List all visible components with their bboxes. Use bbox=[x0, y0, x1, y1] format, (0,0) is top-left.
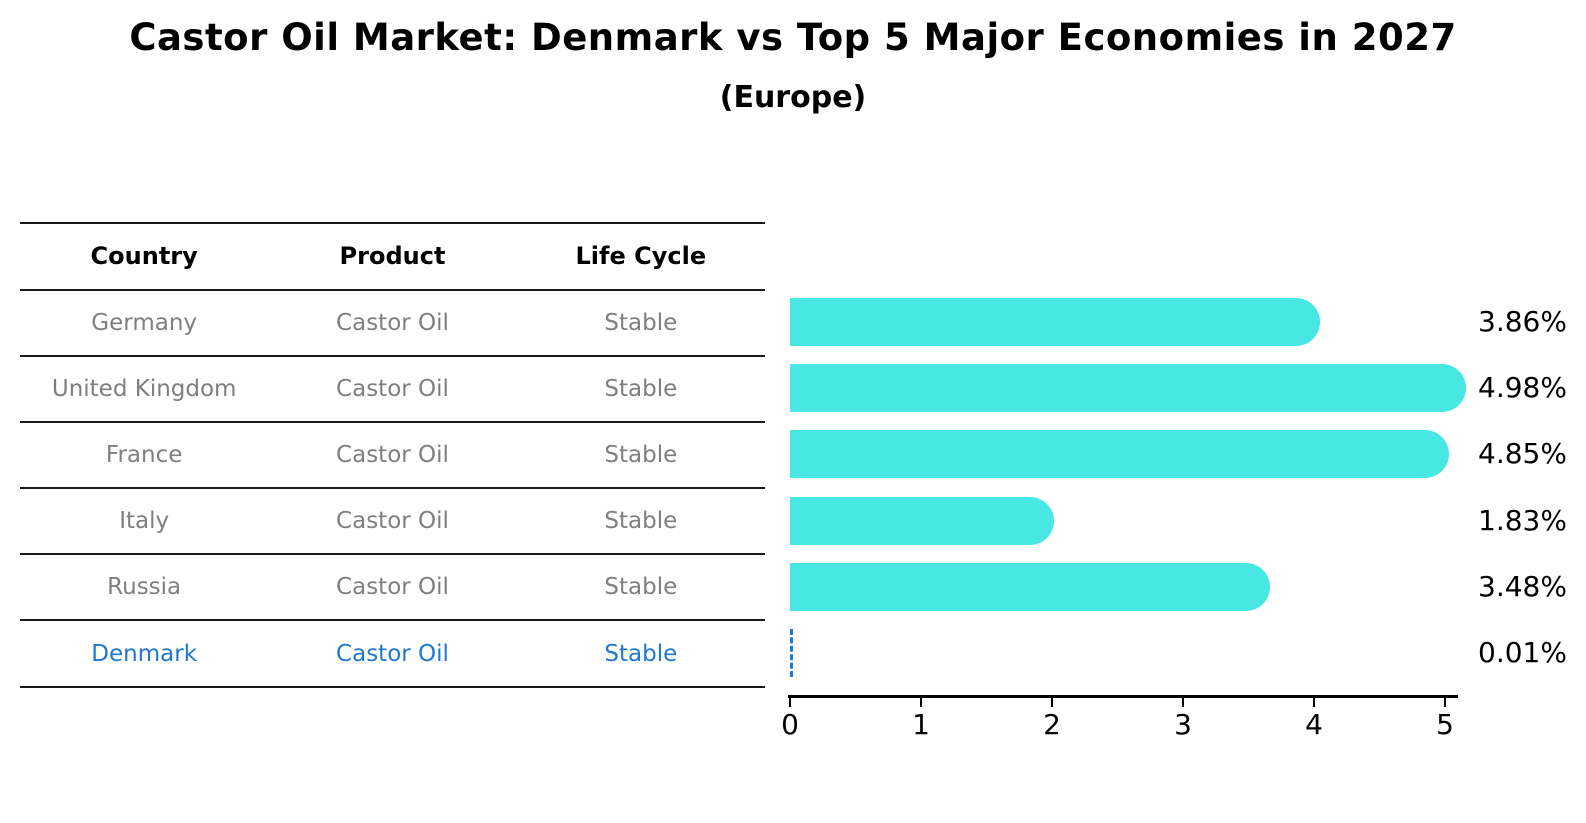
chart-title: Castor Oil Market: Denmark vs Top 5 Majo… bbox=[129, 16, 1457, 59]
table-row-italy: Italy Castor Oil Stable bbox=[20, 489, 765, 556]
x-axis-tick bbox=[920, 698, 922, 707]
column-header-life-cycle: Life Cycle bbox=[575, 242, 707, 271]
table-row-russia: Russia Castor Oil Stable bbox=[20, 555, 765, 622]
table-row-france: France Castor Oil Stable bbox=[20, 423, 765, 490]
table-cell-life-cycle: Stable bbox=[604, 309, 678, 336]
table-row-united-kingdom: United Kingdom Castor Oil Stable bbox=[20, 357, 765, 423]
table-cell-country: Denmark bbox=[91, 640, 198, 667]
table-cell-life-cycle: Stable bbox=[604, 441, 678, 468]
bar-value-label-denmark: 0.01% bbox=[1478, 636, 1567, 669]
table-cell-life-cycle: Stable bbox=[604, 375, 678, 402]
table-cell-life-cycle: Stable bbox=[604, 574, 678, 601]
bar-value-label-russia: 3.48% bbox=[1478, 569, 1567, 603]
x-axis-tick-label: 3 bbox=[1174, 708, 1192, 741]
x-axis bbox=[788, 695, 1458, 698]
table-cell-country: France bbox=[105, 441, 183, 468]
x-axis-tick-label: 1 bbox=[912, 708, 930, 741]
table-row-germany: Germany Castor Oil Stable bbox=[20, 291, 765, 357]
table-cell-product: Castor Oil bbox=[336, 375, 449, 402]
bar-germany bbox=[790, 298, 1320, 346]
table-header-row: Country Product Life Cycle bbox=[20, 224, 765, 291]
table-cell-product: Castor Oil bbox=[336, 309, 449, 336]
bar-russia bbox=[790, 562, 1270, 611]
chart-subtitle: (Europe) bbox=[719, 80, 867, 115]
x-axis-tick-label: 4 bbox=[1305, 708, 1323, 741]
table-cell-product: Castor Oil bbox=[336, 441, 449, 468]
x-axis-tick-label: 0 bbox=[781, 708, 799, 741]
x-axis-tick bbox=[1051, 698, 1053, 707]
x-axis-tick bbox=[789, 698, 791, 707]
table-cell-country: United Kingdom bbox=[51, 375, 237, 402]
column-header-country: Country bbox=[90, 242, 198, 271]
table-row-denmark: Denmark Castor Oil Stable bbox=[20, 621, 765, 688]
bar-italy bbox=[790, 496, 1054, 545]
column-header-product: Product bbox=[339, 242, 446, 271]
x-axis-tick-label: 2 bbox=[1043, 708, 1061, 741]
x-axis-tick-label: 5 bbox=[1436, 708, 1454, 741]
bar-france bbox=[790, 430, 1449, 479]
table-cell-product: Castor Oil bbox=[336, 574, 449, 601]
bar-value-label-germany: 3.86% bbox=[1478, 305, 1567, 338]
table-cell-country: Germany bbox=[91, 309, 198, 336]
bar-denmark bbox=[790, 629, 796, 677]
comparison-table: Country Product Life Cycle Germany Castor… bbox=[20, 222, 765, 688]
table-cell-country: Italy bbox=[119, 508, 170, 535]
table-cell-country: Russia bbox=[107, 574, 182, 601]
bar-value-label-united-kingdom: 4.98% bbox=[1478, 371, 1567, 405]
x-axis-tick bbox=[1182, 698, 1184, 707]
x-axis-tick bbox=[1444, 698, 1446, 707]
bar-value-label-italy: 1.83% bbox=[1478, 503, 1567, 537]
table-cell-life-cycle: Stable bbox=[604, 508, 678, 535]
table-body: Germany Castor Oil Stable United Kingdom Cas… bbox=[20, 291, 765, 688]
table-cell-life-cycle: Stable bbox=[604, 640, 678, 667]
table-cell-product: Castor Oil bbox=[336, 508, 449, 535]
bar-value-label-france: 4.85% bbox=[1478, 437, 1567, 471]
x-axis-tick bbox=[1313, 698, 1315, 707]
bar-united-kingdom bbox=[790, 364, 1466, 413]
table-cell-product: Castor Oil bbox=[336, 640, 449, 667]
